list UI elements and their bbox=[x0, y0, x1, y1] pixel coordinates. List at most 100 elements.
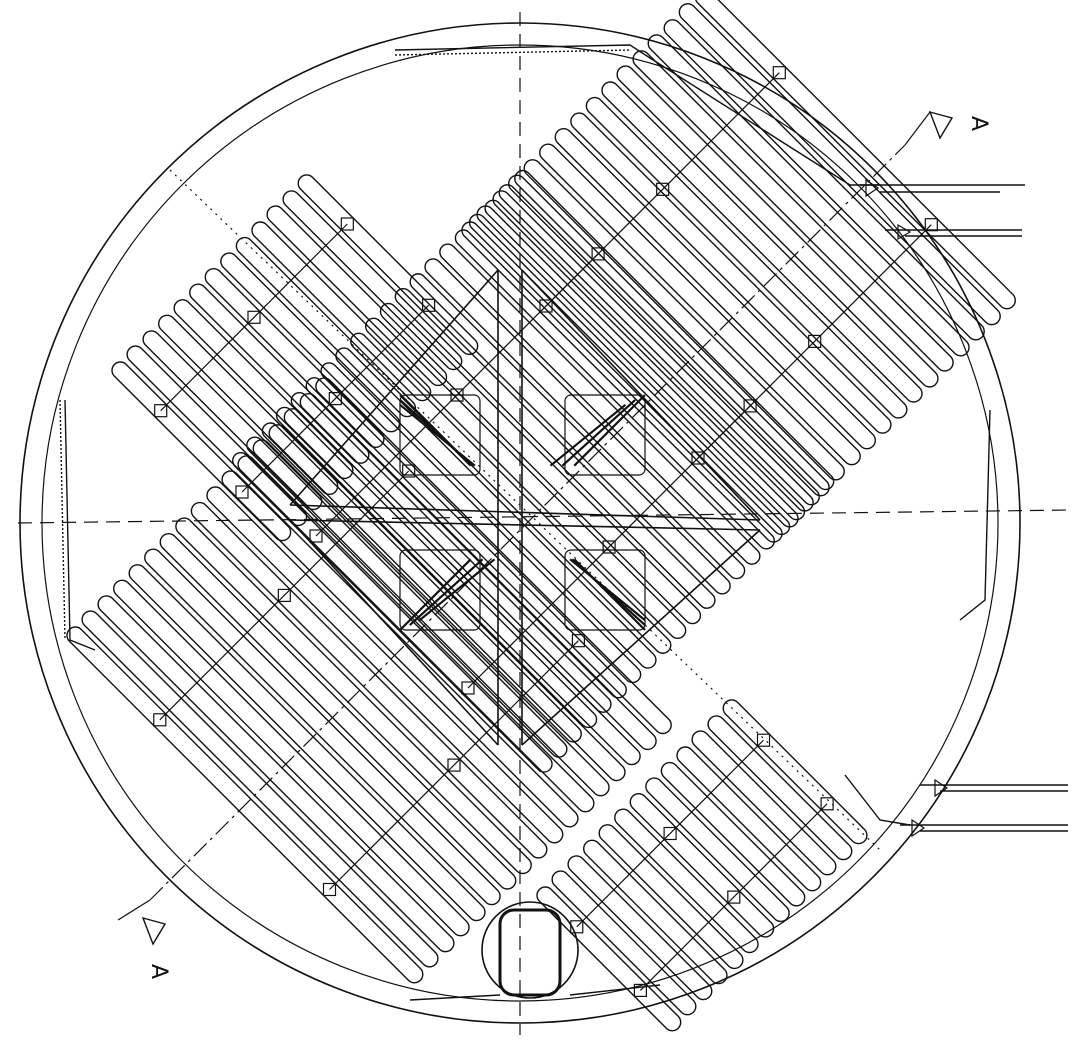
support-bracket bbox=[808, 334, 822, 348]
coil-loop bbox=[97, 595, 455, 953]
inlet-pipe-2 bbox=[885, 223, 1022, 241]
coil-loop bbox=[461, 221, 783, 543]
frame-brace-1 bbox=[289, 269, 499, 506]
sump-circle bbox=[481, 901, 579, 999]
support-bracket bbox=[153, 713, 167, 727]
support-bracket bbox=[154, 404, 168, 418]
coil-loop bbox=[320, 362, 642, 684]
supply-manifold bbox=[59, 44, 991, 1001]
coil-loop bbox=[364, 317, 687, 640]
support-rail bbox=[159, 470, 410, 721]
coil-loop bbox=[647, 34, 970, 357]
coil-loop bbox=[567, 855, 713, 1001]
coil-loop bbox=[663, 19, 985, 341]
section-line-a bbox=[149, 144, 906, 901]
coil-loop bbox=[335, 347, 657, 669]
exchanger-outline bbox=[399, 394, 481, 476]
outlet-pipe-2 bbox=[900, 818, 1068, 838]
center-support-frame bbox=[289, 269, 761, 746]
coil-loop bbox=[614, 808, 759, 954]
coil-loop bbox=[315, 377, 672, 735]
manifold-left-inner bbox=[59, 399, 66, 641]
manifold-bottom-left bbox=[409, 994, 501, 1001]
frame-brace-3 bbox=[289, 519, 499, 746]
support-bracket bbox=[691, 451, 705, 465]
coil-bank-bottom-left bbox=[66, 377, 672, 984]
valve-icon bbox=[911, 818, 926, 838]
coil-loop bbox=[251, 221, 432, 402]
coil-loop bbox=[476, 205, 799, 528]
support-rail bbox=[467, 405, 751, 689]
coil-loop bbox=[66, 626, 424, 984]
coil-loop bbox=[142, 330, 323, 511]
coil-loop bbox=[268, 424, 626, 782]
support-rail bbox=[241, 304, 430, 493]
coil-loop bbox=[206, 486, 564, 844]
exchanger-outline bbox=[399, 549, 481, 631]
coil-loop bbox=[570, 112, 892, 434]
support-bracket bbox=[756, 733, 771, 747]
coil-loop bbox=[601, 81, 923, 403]
coil-loop bbox=[660, 761, 806, 907]
support-bracket bbox=[656, 182, 670, 196]
manifold-top bbox=[394, 44, 880, 186]
coil-loop bbox=[283, 408, 641, 766]
coil-loop bbox=[695, 0, 1016, 310]
support-bracket bbox=[328, 392, 342, 406]
coil-loop bbox=[394, 287, 716, 609]
support-rail bbox=[329, 640, 579, 890]
manifold-right bbox=[959, 409, 991, 621]
support-bracket bbox=[727, 890, 741, 904]
coil-loop bbox=[282, 190, 463, 371]
section-mark-bottom-left: A bbox=[117, 899, 171, 979]
coil-loop bbox=[261, 422, 582, 743]
exchanger-tube bbox=[561, 399, 636, 467]
support-rail bbox=[160, 223, 348, 412]
coil-loop bbox=[598, 824, 744, 970]
coil-loop bbox=[551, 870, 697, 1016]
valve-icon bbox=[865, 178, 880, 198]
drain-sump bbox=[481, 901, 579, 999]
inner-heat-exchangers bbox=[399, 394, 646, 631]
coil-loop bbox=[144, 548, 501, 906]
manifold-top-inner bbox=[394, 49, 631, 56]
coil-loop bbox=[290, 391, 612, 713]
support-bracket bbox=[571, 634, 586, 648]
coil-loop bbox=[297, 174, 479, 356]
coil-loop bbox=[252, 439, 610, 797]
manifold-bottom-right-2 bbox=[569, 984, 661, 996]
coil-loop bbox=[81, 610, 439, 968]
support-bracket bbox=[277, 588, 291, 603]
coil-loop bbox=[523, 159, 845, 481]
frame-beam-2 bbox=[289, 519, 761, 531]
support-bracket bbox=[570, 920, 584, 934]
coil-loop bbox=[539, 143, 861, 466]
frame-brace-4 bbox=[521, 529, 761, 746]
coil-loop bbox=[498, 184, 820, 506]
valve-icon bbox=[934, 778, 949, 798]
support-bracket bbox=[402, 464, 416, 478]
support-bracket bbox=[633, 983, 648, 998]
support-bracket bbox=[820, 797, 834, 811]
section-mark-top-right: A bbox=[904, 110, 991, 146]
valve-icon bbox=[897, 223, 912, 241]
exchanger-tube bbox=[399, 558, 472, 631]
diagonal-centerline bbox=[169, 169, 881, 851]
coil-loop bbox=[629, 793, 775, 938]
coil-bank-center bbox=[232, 169, 835, 773]
coil-loop bbox=[175, 517, 532, 875]
coil-loop bbox=[189, 283, 370, 464]
support-bracket bbox=[447, 758, 461, 772]
coil-loop bbox=[221, 470, 579, 828]
coil-loop bbox=[409, 273, 731, 595]
coil-loop bbox=[424, 258, 746, 580]
external-pipes bbox=[860, 178, 1068, 838]
exchanger-tube bbox=[409, 558, 484, 626]
coil-loop bbox=[583, 839, 728, 985]
support-bracket bbox=[422, 298, 436, 312]
heat-exchanger bbox=[549, 394, 646, 476]
coil-loop bbox=[159, 533, 517, 890]
coil-loop bbox=[722, 699, 868, 845]
coil-loop bbox=[616, 65, 939, 388]
